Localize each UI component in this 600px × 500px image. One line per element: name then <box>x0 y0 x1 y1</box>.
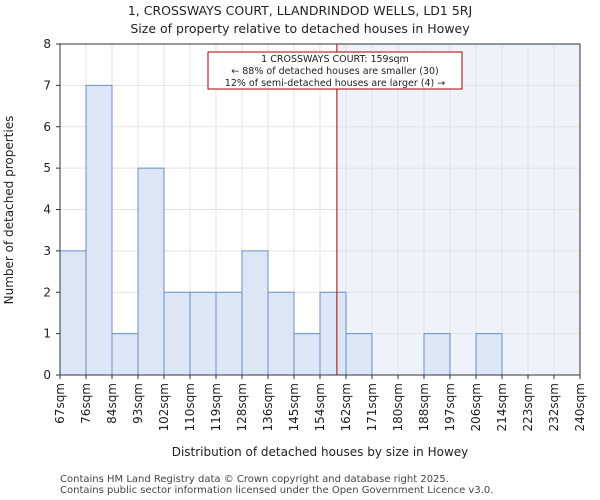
annotation-line-1: 1 CROSSWAYS COURT: 159sqm <box>261 54 409 65</box>
x-tick-label: 188sqm <box>417 383 431 431</box>
x-tick-label: 84sqm <box>105 383 119 424</box>
x-tick-label: 180sqm <box>391 383 405 431</box>
x-tick-label: 240sqm <box>573 383 587 431</box>
x-axis-label: Distribution of detached houses by size … <box>172 445 469 459</box>
bar <box>293 333 321 376</box>
x-tick-label: 93sqm <box>131 383 145 424</box>
bar <box>163 291 191 376</box>
x-tick-label: 214sqm <box>495 383 509 431</box>
y-axis-label: Number of detached properties <box>2 116 16 305</box>
x-tick-label: 102sqm <box>157 383 171 431</box>
x-tick-label: 128sqm <box>235 383 249 431</box>
y-tick-label: 4 <box>43 203 51 217</box>
annotation-line-3: 12% of semi-detached houses are larger (… <box>225 78 445 89</box>
x-tick-labels: 67sqm 76sqm 84sqm 93sqm 102sqm 110sqm 119sqm 12… <box>53 375 587 431</box>
y-tick-label: 1 <box>43 327 51 341</box>
y-tick-label: 3 <box>43 244 51 258</box>
y-tick-label: 8 <box>43 37 51 51</box>
x-tick-label: 171sqm <box>365 383 379 431</box>
bar <box>345 333 373 376</box>
x-tick-label: 145sqm <box>287 383 301 431</box>
y-tick-label: 0 <box>43 368 51 382</box>
bar <box>267 291 295 376</box>
chart-title: 1, CROSSWAYS COURT, LLANDRINDOD WELLS, L… <box>127 3 473 18</box>
y-tick-label: 6 <box>43 120 51 134</box>
bar <box>137 167 165 376</box>
bar <box>85 84 113 376</box>
y-tick-labels: 0 1 2 3 4 5 6 7 8 <box>43 37 60 382</box>
chart-subtitle: Size of property relative to detached ho… <box>130 21 470 36</box>
y-tick-label: 5 <box>43 161 51 175</box>
x-tick-label: 154sqm <box>313 383 327 431</box>
x-tick-label: 206sqm <box>469 383 483 431</box>
x-tick-label: 162sqm <box>339 383 353 431</box>
x-tick-label: 67sqm <box>53 383 67 424</box>
y-tick-label: 2 <box>43 285 51 299</box>
x-tick-label: 136sqm <box>261 383 275 431</box>
annotation-box: 1 CROSSWAYS COURT: 159sqm ← 88% of detac… <box>207 51 463 90</box>
bar <box>215 291 243 376</box>
annotation-border <box>207 51 463 90</box>
x-tick-label: 232sqm <box>547 383 561 431</box>
bars <box>59 84 503 376</box>
bar <box>319 291 347 376</box>
bar <box>189 291 217 376</box>
x-tick-label: 76sqm <box>79 383 93 424</box>
y-tick-label: 7 <box>43 78 51 92</box>
x-tick-label: 110sqm <box>183 383 197 431</box>
x-tick-label: 197sqm <box>443 383 457 431</box>
annotation-line-2: ← 88% of detached houses are smaller (30… <box>231 66 438 77</box>
x-tick-label: 223sqm <box>521 383 535 431</box>
footer-line-1: Contains HM Land Registry data © Crown c… <box>60 474 449 485</box>
x-tick-label: 119sqm <box>209 383 223 431</box>
bar <box>59 250 87 376</box>
bar <box>423 333 451 376</box>
footer-line-2: Contains public sector information licen… <box>60 485 494 496</box>
bar <box>111 333 139 376</box>
bar <box>241 250 269 376</box>
bar <box>475 333 503 376</box>
